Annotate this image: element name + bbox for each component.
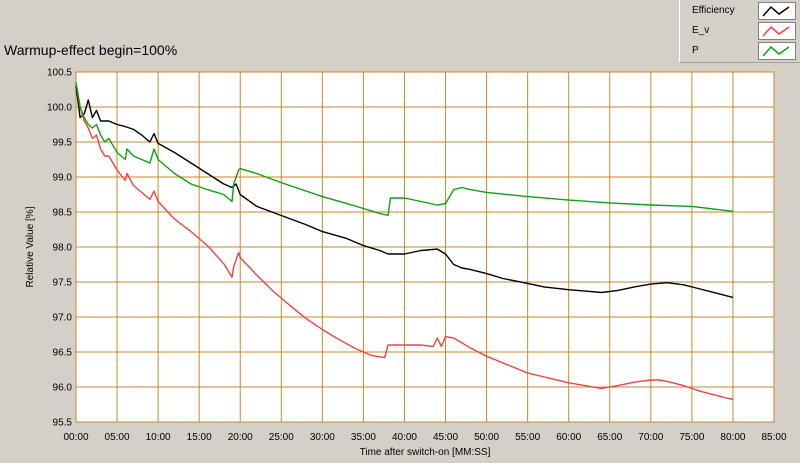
chart-title: Warmup-effect begin=100% — [4, 42, 178, 58]
y-tick-label: 98.5 — [53, 208, 73, 219]
legend-swatch-efficiency — [758, 2, 796, 20]
x-tick-label: 45:00 — [433, 432, 458, 443]
series-ev-line — [75, 82, 734, 401]
x-tick-label: 65:00 — [597, 432, 622, 443]
x-tick-label: 60:00 — [556, 432, 581, 443]
y-tick-label: 96.5 — [53, 348, 73, 359]
x-tick-label: 50:00 — [474, 432, 499, 443]
legend-item-ev: E_v — [680, 21, 800, 41]
x-tick-label: 15:00 — [187, 432, 212, 443]
y-tick-label: 97.5 — [53, 278, 73, 289]
y-axis-label: Relative Value [%] — [25, 206, 36, 287]
series-efficiency-line — [75, 85, 734, 299]
x-tick-label: 00:00 — [63, 432, 88, 443]
legend-swatch-ev — [758, 22, 796, 40]
x-tick-label: 05:00 — [105, 432, 130, 443]
legend: Efficiency E_v P — [679, 0, 800, 63]
y-tick-label: 95.5 — [53, 418, 73, 429]
y-tick-label: 99.0 — [53, 173, 73, 184]
legend-item-efficiency: Efficiency — [680, 1, 800, 21]
y-tick-label: 99.5 — [53, 138, 73, 149]
x-tick-label: 70:00 — [638, 432, 663, 443]
y-tick-label: 100.0 — [47, 103, 72, 114]
x-tick-label: 30:00 — [310, 432, 335, 443]
x-tick-label: 35:00 — [351, 432, 376, 443]
x-tick-label: 40:00 — [392, 432, 417, 443]
x-tick-label: 80:00 — [720, 432, 745, 443]
y-tick-label: 96.0 — [53, 383, 73, 394]
x-tick-label: 75:00 — [679, 432, 704, 443]
series-p-line — [75, 82, 733, 217]
x-axis-label: Time after switch-on [MM:SS] — [360, 447, 491, 458]
legend-swatch-p — [758, 42, 796, 60]
y-tick-label: 97.0 — [53, 313, 73, 324]
legend-label-p: P — [692, 45, 699, 56]
x-tick-label: 10:00 — [146, 432, 171, 443]
x-tick-label: 55:00 — [515, 432, 540, 443]
y-tick-label: 98.0 — [53, 243, 73, 254]
legend-item-p: P — [680, 41, 800, 61]
legend-label-ev: E_v — [692, 25, 710, 36]
y-tick-label: 100.5 — [47, 68, 72, 79]
x-tick-label: 85:00 — [761, 432, 786, 443]
legend-label-efficiency: Efficiency — [692, 5, 735, 16]
x-tick-label: 25:00 — [269, 432, 294, 443]
x-tick-label: 20:00 — [228, 432, 253, 443]
